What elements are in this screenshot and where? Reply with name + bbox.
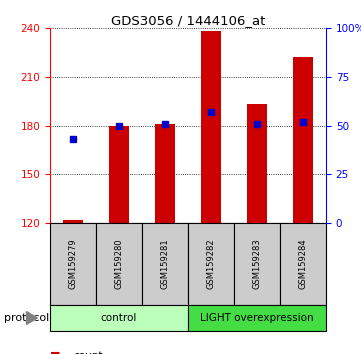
Polygon shape: [27, 312, 38, 324]
Text: GSM159283: GSM159283: [252, 239, 261, 289]
Bar: [234, 223, 280, 305]
Bar: [293, 57, 313, 223]
Bar: [50, 223, 96, 305]
Text: GSM159279: GSM159279: [69, 239, 78, 289]
Bar: [247, 104, 268, 223]
Text: GSM159284: GSM159284: [299, 239, 308, 289]
Text: GSM159282: GSM159282: [206, 239, 216, 289]
Text: protocol: protocol: [4, 313, 49, 323]
Bar: [188, 305, 326, 331]
Bar: [201, 31, 221, 223]
Bar: [280, 223, 326, 305]
Bar: [109, 126, 129, 223]
Text: GSM159281: GSM159281: [161, 239, 170, 289]
Bar: [155, 124, 175, 223]
Text: count: count: [74, 351, 103, 354]
Bar: [50, 305, 188, 331]
Text: control: control: [101, 313, 137, 323]
Text: GSM159280: GSM159280: [114, 239, 123, 289]
Bar: [96, 223, 142, 305]
Bar: [142, 223, 188, 305]
Bar: [188, 223, 234, 305]
Text: LIGHT overexpression: LIGHT overexpression: [200, 313, 314, 323]
Bar: [63, 220, 83, 223]
Text: ■: ■: [50, 351, 61, 354]
Title: GDS3056 / 1444106_at: GDS3056 / 1444106_at: [111, 14, 265, 27]
